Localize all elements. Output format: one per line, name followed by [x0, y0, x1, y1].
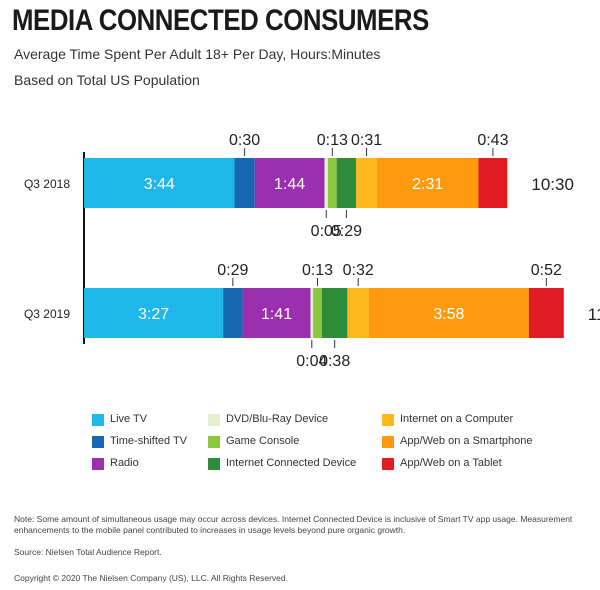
legend-swatch-2	[92, 458, 104, 470]
data-label-0-6: 0:31	[351, 132, 382, 149]
bar-segment-0-0	[84, 158, 235, 208]
legend-swatch-6	[382, 414, 394, 426]
legend-label-3: DVD/Blu-Ray Device	[226, 413, 329, 425]
legend-swatch-3	[208, 414, 220, 426]
bar-segment-1-5	[321, 288, 348, 338]
data-label-1-3: 0:04	[296, 353, 327, 370]
data-label-1-8: 0:52	[531, 262, 562, 279]
data-label-1-5: 0:38	[319, 353, 350, 370]
bar-segment-1-8	[528, 288, 564, 338]
data-label-0-5: 0:29	[331, 223, 362, 240]
bar-segment-1-2	[242, 288, 311, 338]
bar-segment-0-2	[254, 158, 325, 208]
legend-label-7: App/Web on a Smartphone	[400, 435, 533, 447]
legend-swatch-5	[208, 458, 220, 470]
chart-subtitle: Average Time Spent Per Adult 18+ Per Day…	[14, 46, 381, 62]
legend-label-2: Radio	[110, 457, 139, 469]
bar-segment-1-4	[313, 288, 322, 338]
data-label-1-4: 0:13	[302, 262, 333, 279]
stacked-bar-chart: Q3 2018 3:44 0:30 1:44 0:05 0:13 0:29 0:31 2:31 0…	[24, 132, 600, 370]
legend-label-8: App/Web on a Tablet	[400, 457, 502, 469]
bar-segment-0-8	[478, 158, 508, 208]
data-label-0-8: 0:43	[477, 132, 508, 149]
copyright-note: Copyright © 2020 The Nielsen Company (US…	[14, 573, 288, 583]
bar-segment-0-6	[356, 158, 377, 208]
legend-swatch-4	[208, 436, 220, 448]
bar-segment-1-7	[368, 288, 529, 338]
bar-segment-1-0	[84, 288, 224, 338]
total-label-1: 11:54	[588, 305, 600, 324]
category-label-0: Q3 2018	[24, 177, 70, 191]
bar-segment-0-3	[324, 158, 328, 208]
chart-subtitle-2: Based on Total US Population	[14, 72, 200, 88]
data-label-1-7: 3:58	[433, 306, 464, 323]
data-label-1-2: 1:41	[261, 306, 292, 323]
data-label-0-1: 0:30	[229, 132, 260, 149]
data-label-1-1: 0:29	[217, 262, 248, 279]
legend-label-4: Game Console	[226, 435, 300, 447]
data-label-1-0: 3:27	[138, 306, 169, 323]
data-label-0-2: 1:44	[274, 176, 305, 193]
bar-segment-1-3	[310, 288, 314, 338]
data-label-0-7: 2:31	[412, 176, 443, 193]
category-label-1: Q3 2019	[24, 307, 70, 321]
bar-segment-0-5	[336, 158, 357, 208]
legend-swatch-1	[92, 436, 104, 448]
source-note: Source: Nielsen Total Audience Report.	[14, 547, 162, 557]
data-label-1-6: 0:32	[343, 262, 374, 279]
bar-segment-1-6	[347, 288, 369, 338]
legend-label-5: Internet Connected Device	[226, 457, 357, 469]
total-label-0: 10:30	[531, 175, 574, 194]
footnote: Note: Some amount of simultaneous usage …	[14, 514, 573, 535]
legend-swatch-8	[382, 458, 394, 470]
bar-segment-0-1	[234, 158, 255, 208]
bar-segment-1-1	[223, 288, 243, 338]
chart-title: MEDIA CONNECTED CONSUMERS	[12, 4, 429, 37]
legend-swatch-7	[382, 436, 394, 448]
chart-legend: Live TV Time-shifted TV Radio DVD/Blu-Ray D…	[0, 410, 600, 480]
bar-segment-0-4	[327, 158, 337, 208]
data-label-0-3: 0:05	[311, 223, 342, 240]
data-label-0-4: 0:13	[317, 132, 348, 149]
legend-swatch-0	[92, 414, 104, 426]
bar-segment-0-7	[376, 158, 479, 208]
data-label-0-0: 3:44	[144, 176, 175, 193]
legend-label-0: Live TV	[110, 413, 148, 425]
legend-label-1: Time-shifted TV	[110, 435, 188, 447]
legend-label-6: Internet on a Computer	[400, 413, 514, 425]
